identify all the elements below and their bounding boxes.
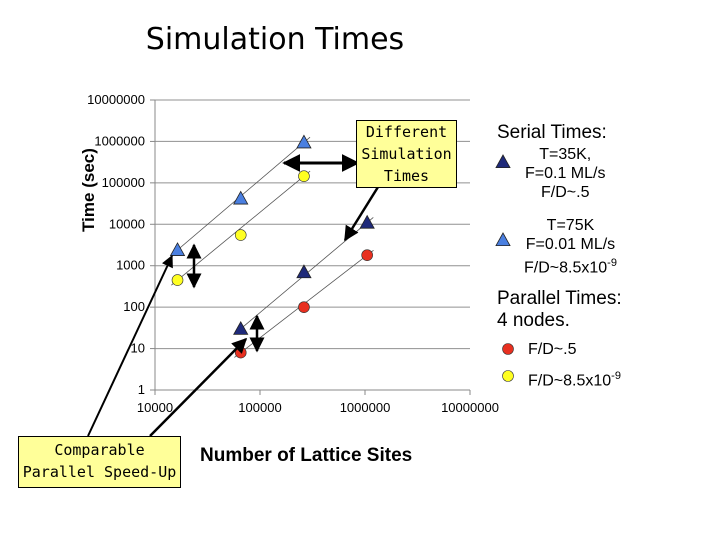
legend-line: F/D~.5 bbox=[541, 184, 590, 201]
comparable-pointer-arrow bbox=[87, 254, 173, 437]
y-tick-label: 1000000 bbox=[94, 133, 145, 148]
x-tick-label: 100000 bbox=[238, 400, 281, 415]
trend-lines bbox=[171, 136, 374, 358]
legend-line: Parallel Times: bbox=[497, 288, 622, 309]
legend-line: F=0.01 ML/s bbox=[525, 236, 616, 253]
y-axis-title: Time (sec) bbox=[79, 148, 98, 232]
circle-marker bbox=[298, 170, 310, 182]
legend-line: F=0.1 ML/s bbox=[525, 165, 606, 182]
y-tick-label: 10 bbox=[131, 341, 145, 356]
legend-fd-exponent: -9 bbox=[611, 370, 621, 382]
legend-parallel-2: F/D~8.5x10-9 bbox=[528, 367, 621, 390]
legend-fd: F/D~8.5x10 bbox=[528, 372, 612, 390]
legend-serial-heading: Serial Times: bbox=[497, 122, 607, 143]
legend-serial-1: T=35K, F=0.1 ML/s F/D~.5 bbox=[525, 145, 605, 202]
legend-circle-marker bbox=[502, 343, 514, 355]
callout-line: Different bbox=[365, 123, 448, 141]
legend-fd-exponent: -9 bbox=[607, 257, 617, 269]
callout-line: Simulation bbox=[361, 145, 452, 163]
legend-triangle-marker bbox=[495, 154, 511, 169]
legend-parallel-heading: Parallel Times: 4 nodes. bbox=[497, 288, 622, 332]
triangle-marker bbox=[233, 190, 249, 205]
legend-circle-marker bbox=[502, 370, 514, 382]
different-times-callout: Different Simulation Times bbox=[356, 120, 457, 188]
y-tick-label: 100000 bbox=[102, 175, 145, 190]
x-axis-title: Number of Lattice Sites bbox=[200, 445, 413, 466]
legend-triangle-marker bbox=[495, 232, 511, 247]
legend-line: T=75K bbox=[546, 217, 595, 234]
x-tick-label: 10000 bbox=[137, 400, 173, 415]
comparable-speedup-callout: Comparable Parallel Speed-Up bbox=[18, 436, 181, 488]
circle-marker bbox=[234, 229, 247, 241]
legend-fd: F/D~8.5x10 bbox=[524, 259, 608, 277]
callout-pointer-arrow bbox=[343, 186, 380, 242]
circle-marker bbox=[298, 301, 310, 313]
legend-markers bbox=[495, 154, 514, 382]
x-tick-label: 1000000 bbox=[340, 400, 391, 415]
triangle-marker bbox=[233, 320, 249, 335]
y-tick-label: 10000000 bbox=[87, 92, 145, 107]
triangle-marker bbox=[169, 242, 186, 256]
y-tick-label: 100 bbox=[123, 299, 145, 314]
tick-labels: 1 10 100 1000 10000 100000 1000000 10000000 1000… bbox=[87, 92, 499, 415]
y-tick-label: 10000 bbox=[109, 216, 145, 231]
legend-line: 4 nodes. bbox=[497, 310, 570, 331]
legend-line: F/D~8.5x10-9 bbox=[524, 254, 617, 277]
triangle-marker bbox=[296, 264, 312, 279]
x-tick-label: 10000000 bbox=[441, 400, 499, 415]
annotation-arrows bbox=[87, 154, 380, 437]
triangle-marker bbox=[359, 214, 375, 229]
y-tick-label: 1000 bbox=[116, 258, 145, 273]
y-tick-label: 1 bbox=[138, 382, 145, 397]
circle-marker bbox=[361, 249, 373, 261]
legend-parallel-1: F/D~.5 bbox=[528, 341, 577, 358]
triangle-marker bbox=[296, 134, 312, 149]
callout-line: Parallel Speed-Up bbox=[22, 463, 177, 481]
legend-serial-2: T=75K F=0.01 ML/s F/D~8.5x10-9 bbox=[524, 216, 617, 277]
trend-line bbox=[171, 170, 311, 286]
callout-line: Times bbox=[383, 167, 430, 185]
circle-marker bbox=[171, 274, 184, 286]
comparable-pointer-arrow bbox=[149, 337, 248, 437]
callout-line: Comparable bbox=[54, 441, 145, 459]
slide-title: Simulation Times bbox=[145, 22, 405, 57]
legend-line: T=35K, bbox=[539, 146, 592, 163]
